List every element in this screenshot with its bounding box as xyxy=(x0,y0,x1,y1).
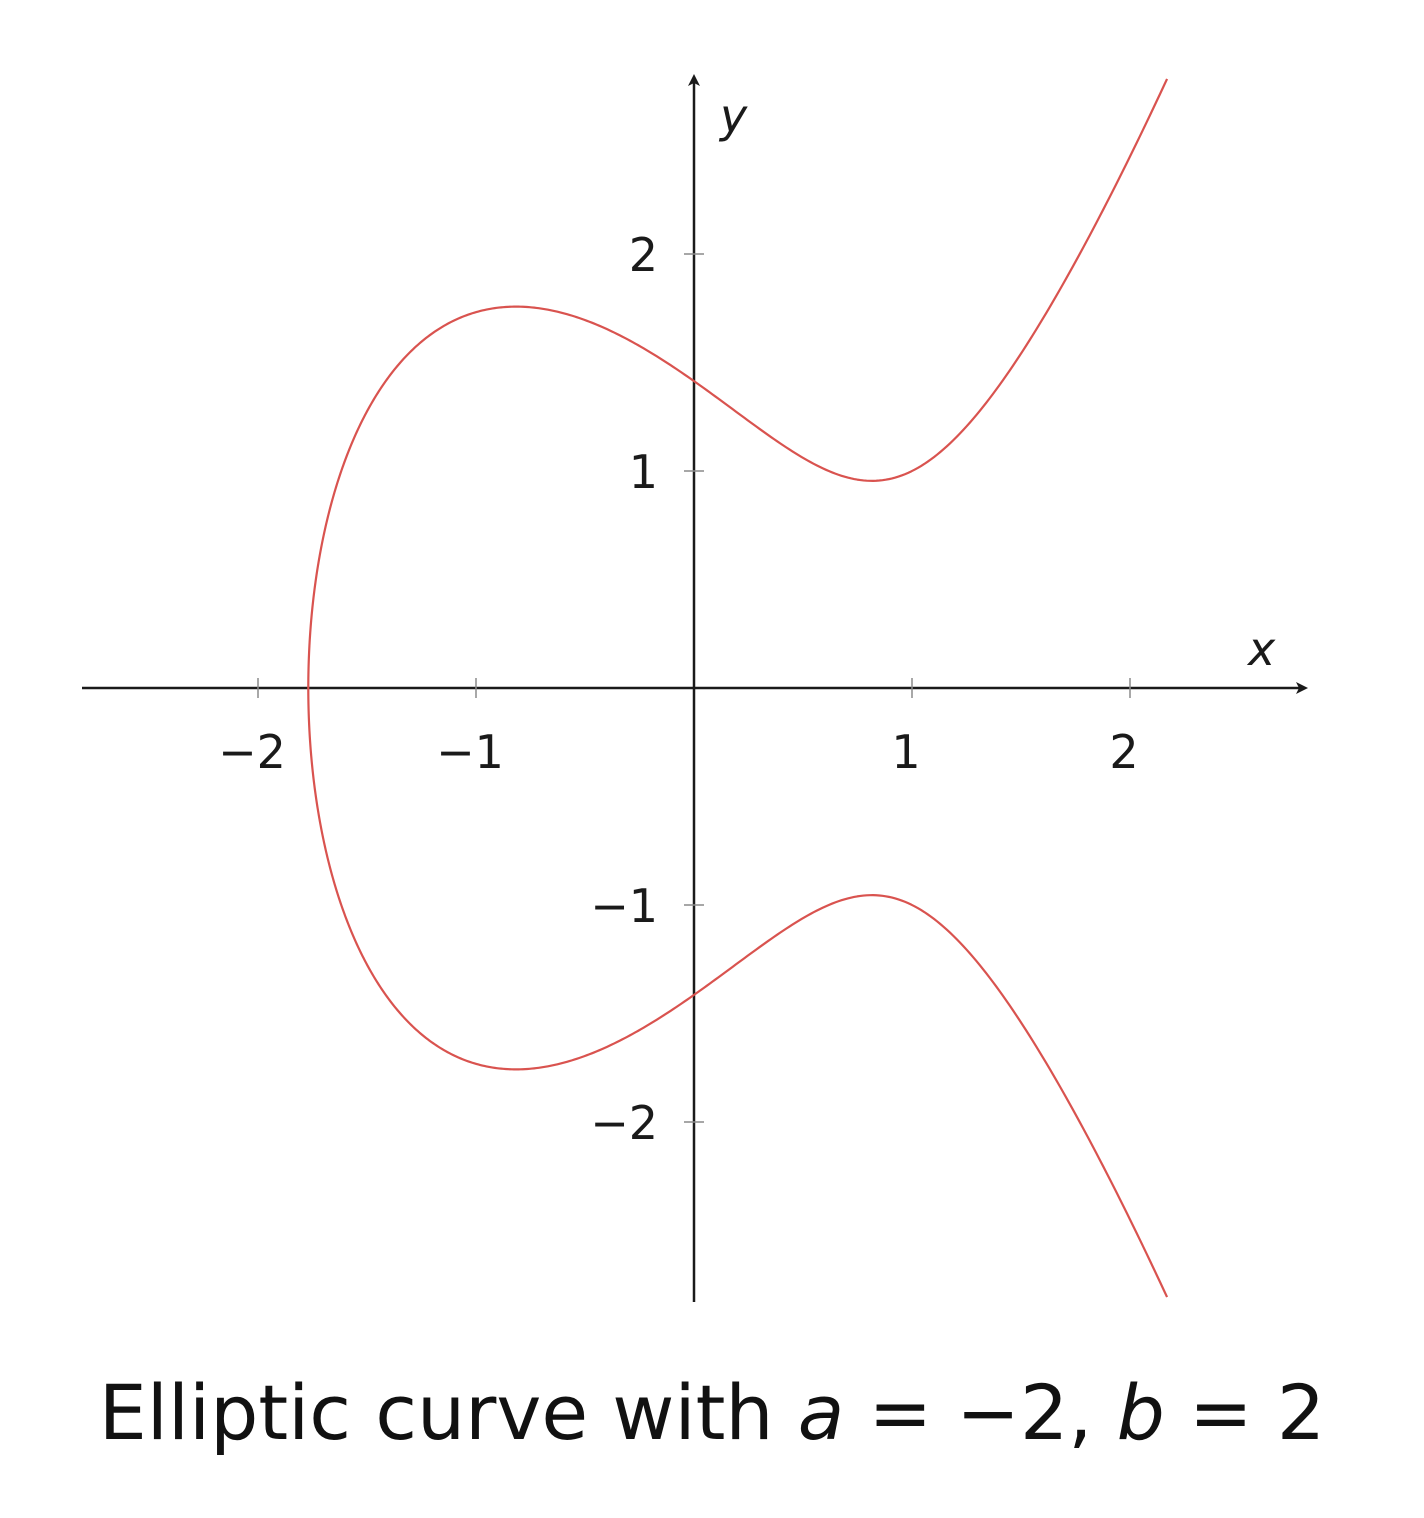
x-tick-label: 2 xyxy=(1109,725,1138,779)
x-tick-label: −2 xyxy=(218,725,286,779)
ticks-layer: −2 −1 1 2 2 1 −1 −2 xyxy=(218,228,1139,1150)
caption-prefix: Elliptic curve with xyxy=(98,1368,798,1457)
elliptic-curve-line xyxy=(307,78,1169,1298)
caption-a-symbol: a xyxy=(797,1368,845,1457)
y-tick-label: 1 xyxy=(629,445,658,499)
curve-layer xyxy=(307,78,1169,1298)
axes-layer: xy xyxy=(82,74,1308,1302)
chart-caption: Elliptic curve with a = −2, b = 2 xyxy=(0,1368,1424,1457)
y-tick-label: −1 xyxy=(590,879,658,933)
x-tick-label: 1 xyxy=(891,725,920,779)
y-tick-label: 2 xyxy=(629,228,658,282)
x-axis-label: x xyxy=(1246,622,1276,676)
y-axis-label: y xyxy=(718,89,748,143)
caption-b-value: = 2 xyxy=(1164,1368,1326,1457)
y-tick-label: −2 xyxy=(590,1096,658,1150)
caption-b-symbol: b xyxy=(1116,1368,1165,1457)
x-tick-label: −1 xyxy=(436,725,504,779)
plot-canvas: xy −2 −1 1 221−1−2 xyxy=(82,74,1308,1302)
caption-a-value: = −2, xyxy=(844,1368,1117,1457)
